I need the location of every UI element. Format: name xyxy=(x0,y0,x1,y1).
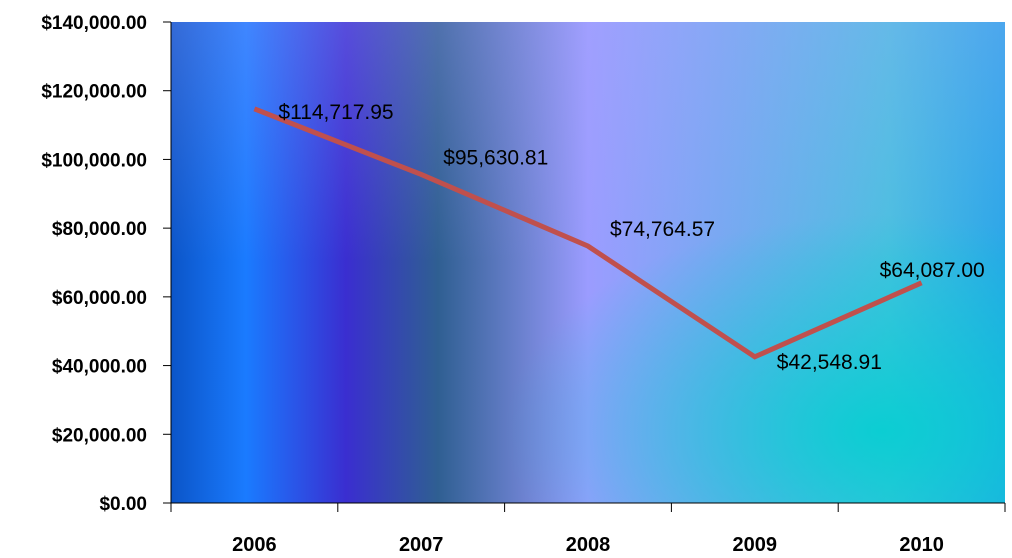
x-tick-label: 2010 xyxy=(899,534,944,556)
series-layer xyxy=(253,106,923,360)
series-line xyxy=(253,106,923,360)
y-axis: $0.00 $20,000.00 $40,000.00 $60,000.00 $80,0… xyxy=(41,13,172,515)
data-label: $42,548.91 xyxy=(777,351,882,374)
y-tick-label: $140,000.00 xyxy=(41,13,147,34)
data-label: $95,630.81 xyxy=(443,146,548,169)
data-label: $114,717.95 xyxy=(278,101,393,124)
x-tick-label: 2009 xyxy=(733,534,778,556)
x-tick-label: 2008 xyxy=(566,534,611,556)
y-tick-label: $60,000.00 xyxy=(52,288,147,309)
x-tick-label: 2007 xyxy=(399,534,444,556)
y-tick-label: $120,000.00 xyxy=(41,82,147,103)
y-tick-label: $0.00 xyxy=(99,494,147,515)
data-label-layer: $114,717.95 $95,630.81 $74,764.57 $42,548.9… xyxy=(278,101,984,374)
plot-background-haze xyxy=(171,22,1005,503)
y-tick-label: $100,000.00 xyxy=(41,150,147,171)
data-label: $64,087.00 xyxy=(880,259,985,282)
plot-area xyxy=(171,22,1005,503)
data-label: $74,764.57 xyxy=(610,218,715,241)
y-tick-label: $40,000.00 xyxy=(52,357,147,378)
y-tick-label: $20,000.00 xyxy=(52,425,147,446)
x-axis: 2006 2007 2008 2009 2010 xyxy=(170,502,1006,556)
y-tick-label: $80,000.00 xyxy=(52,219,147,240)
x-tick-label: 2006 xyxy=(232,534,277,556)
